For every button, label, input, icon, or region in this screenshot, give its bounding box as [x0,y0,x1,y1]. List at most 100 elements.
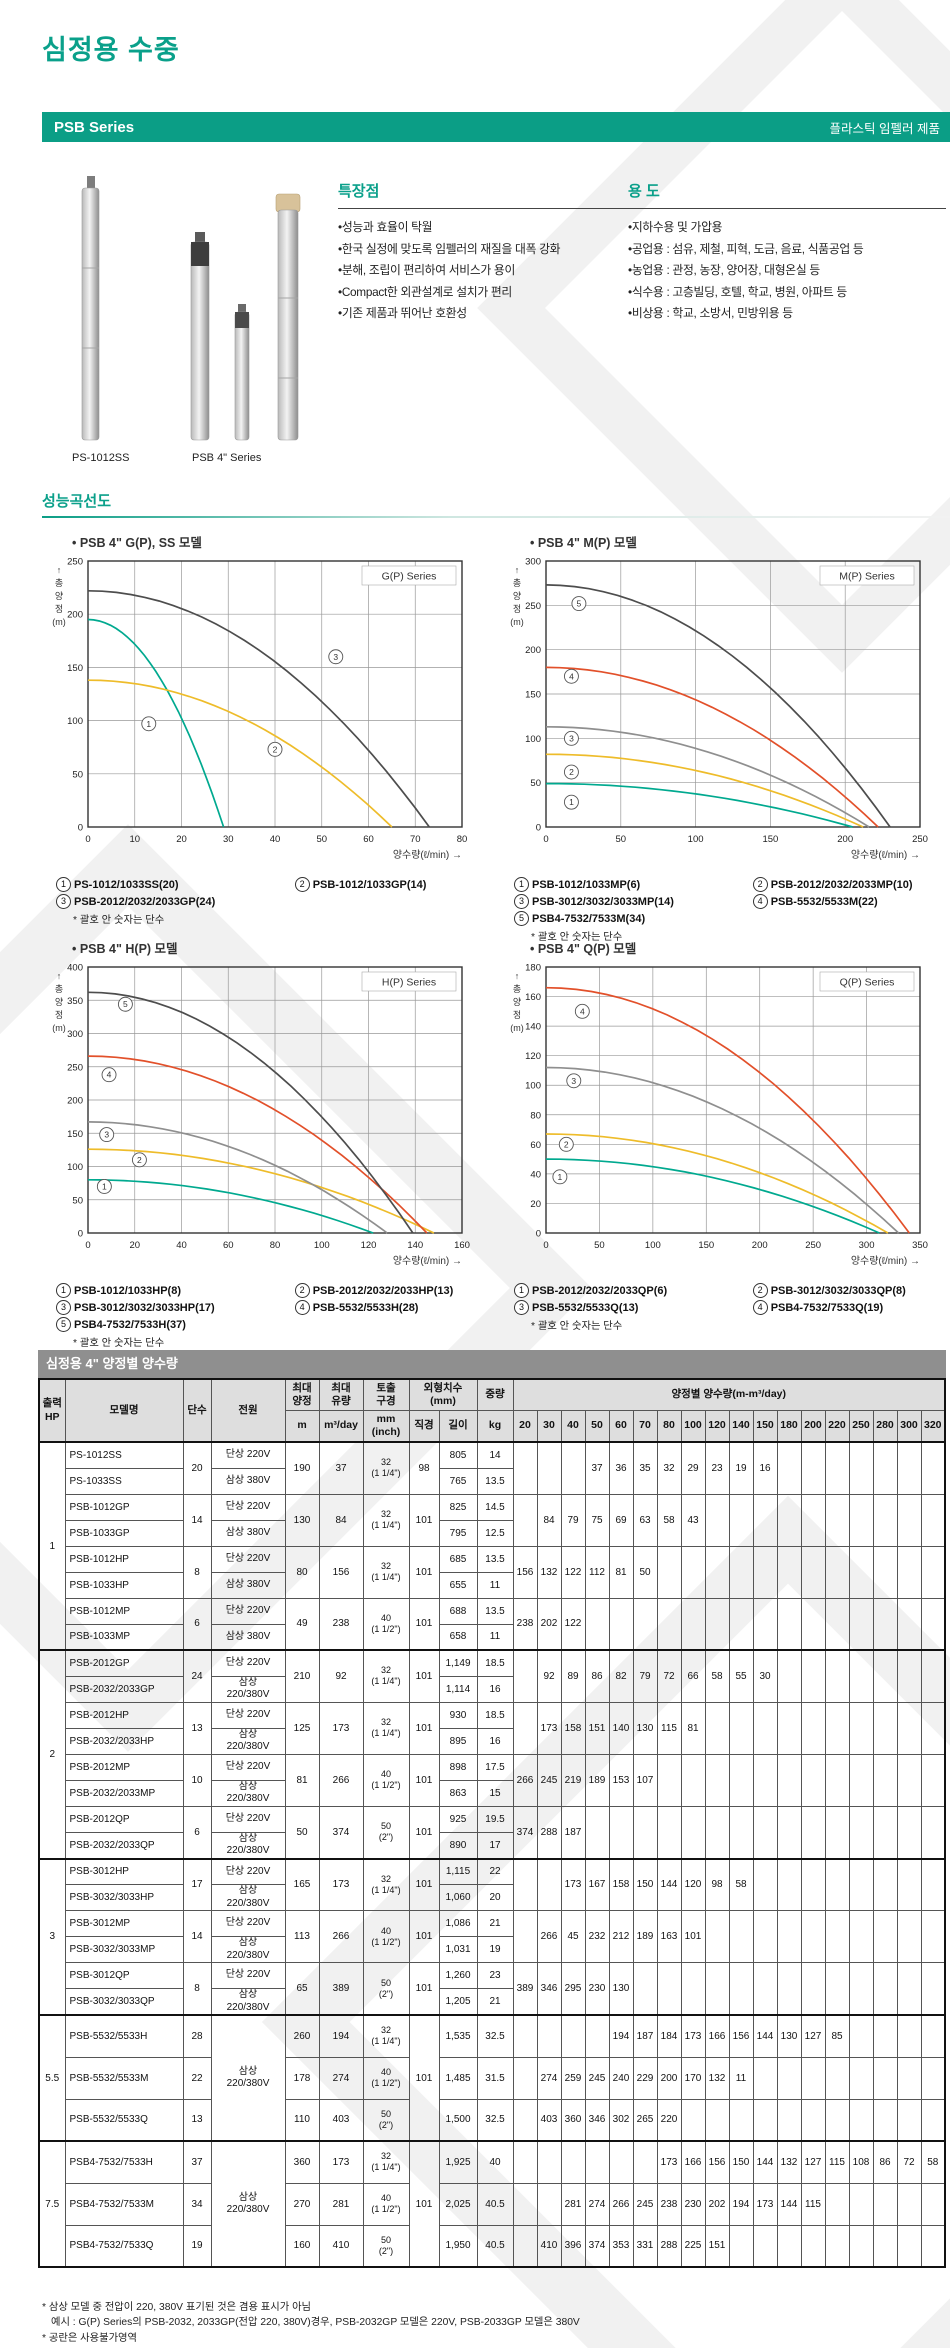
svg-text:↑: ↑ [57,565,62,575]
weight-cell: 12.5 [476,1519,514,1547]
flow-at-head-cell [584,2140,610,2184]
flow-at-head-cell [512,1649,538,1703]
length-cell: 765 [438,1467,478,1495]
performance-curves-header: 성능곡선도 [42,490,950,518]
model-cell: PSB4-7532/7533H [64,2140,184,2184]
flow-at-head-cell: 156 [728,2014,754,2058]
max-flow-cell: 37 [318,1441,364,1495]
curve-3 [545,725,870,828]
column-header: kg [476,1410,514,1443]
svg-text:50: 50 [72,1195,83,1206]
table-row: PSB-3012QP 8 단상 220V 65 389 50 (2") 101 1,260 23… [39,1962,946,2016]
svg-text:총: 총 [55,578,63,588]
flow-at-head-cell: 115 [824,2140,850,2184]
table-row: PSB-2012MP 10 단상 220V 81 266 40 (1 1/2") 101 89… [39,1753,946,1807]
flow-at-head-cell [800,1805,826,1859]
flow-at-head-cell: 232 [584,1910,610,1963]
flow-at-head-cell: 144 [656,1857,682,1911]
weight-cell: 31.5 [476,2056,514,2100]
series-box-label: Q(P) Series [840,977,895,989]
flow-at-head-cell [800,1597,826,1651]
legend-item: 1 PSB-1012/1033HP(8) [56,1283,295,1298]
chart-hp-legend: 1 PSB-1012/1033HP(8) 2 PSB-2012/2032/2033HP… [56,1283,490,1349]
length-cell: 863 [438,1779,478,1807]
stages-cell: 14 [182,1493,212,1547]
flow-at-head-cell: 132 [704,2056,730,2100]
flow-at-head-cell: 50 [632,1545,658,1599]
svg-text:정: 정 [513,1010,521,1020]
model-cell: PSB-3012HP [64,1857,184,1885]
flow-at-head-cell [896,1649,922,1703]
column-header: 60 [608,1410,634,1443]
svg-text:양: 양 [513,997,521,1007]
chart-mp: • PSB 4" M(P) 모델 0 50 100 150 200 250 0 50 100 150… [500,532,948,943]
svg-text:(m): (m) [52,1023,66,1033]
power-cell: 단상 220V [210,1701,286,1729]
svg-text:200: 200 [67,1096,83,1107]
section-rule [42,516,950,518]
list-item: •비상용 : 학교, 소방서, 민방위용 등 [628,306,793,320]
flow-at-head-cell: 302 [608,2098,634,2142]
column-header: 120 [704,1410,730,1443]
model-cell: PSB-2032/2033MP [64,1779,184,1807]
flow-at-head-cell [824,1597,850,1651]
flow-at-head-cell [848,2056,874,2100]
length-cell: 1,060 [438,1884,478,1911]
flow-at-head-cell [704,1545,730,1599]
svg-text:350: 350 [67,996,83,1007]
flow-at-head-cell [896,2014,922,2058]
max-flow-cell: 274 [318,2056,364,2100]
flow-at-head-cell [632,1597,658,1651]
flow-at-head-cell [896,1962,922,2016]
svg-text:1: 1 [558,1172,563,1182]
flow-at-head-cell [728,1493,754,1547]
svg-text:↑: ↑ [515,565,520,575]
flow-at-head-cell [584,1805,610,1859]
outlet-cell: 32 (1 1/4") [362,1701,410,1755]
flow-at-head-cell [800,2056,826,2100]
flow-at-head-cell [776,2224,802,2268]
legend-note: * 괄호 안 숫자는 단수 [531,932,623,943]
dia-cell: 101 [408,1857,440,1911]
svg-text:150: 150 [698,1240,714,1251]
outlet-cell: 32 (1 1/4") [362,2014,410,2058]
flow-at-head-cell: 58 [728,1857,754,1911]
length-cell: 930 [438,1701,478,1729]
max-flow-cell: 281 [318,2182,364,2226]
svg-text:150: 150 [67,1129,83,1140]
column-header: 단수 [182,1378,212,1443]
series-box [361,971,457,992]
flow-at-head-cell: 127 [800,2014,826,2058]
max-head-cell: 360 [284,2140,320,2184]
svg-text:0: 0 [85,834,90,845]
curve-5 [545,584,891,828]
svg-text:300: 300 [67,1029,83,1040]
model-cell: PSB-3012MP [64,1910,184,1937]
outlet-cell: 32 (1 1/4") [362,1857,410,1911]
flow-at-head-cell: 45 [560,1910,586,1963]
legend-note: * 괄호 안 숫자는 단수 [73,915,165,926]
flow-at-head-cell [560,2140,586,2184]
list-item: •기존 제품과 뛰어난 호환성 [338,306,467,320]
footnote-line: * 삼상 모델 중 전압이 220, 380V 표기된 것은 겸용 표시가 아님 [42,2302,312,2313]
legend-item: 5 PSB4-7532/7533M(34) [514,911,753,926]
column-header: 최대 양정 [284,1378,320,1411]
flow-at-head-cell [512,1701,538,1755]
dia-cell: 101 [408,1597,440,1651]
flow-at-head-cell [680,1805,706,1859]
svg-text:4: 4 [107,1070,112,1080]
flow-at-head-cell: 156 [704,2140,730,2184]
dia-cell: 101 [408,2014,440,2142]
features-list: •성능과 효율이 탁월 •한국 실정에 맞도록 임펠러의 재질을 대폭 강화 •분해… [338,218,630,321]
flow-at-head-cell: 23 [704,1441,730,1495]
flow-at-head-cell [800,1962,826,2016]
flow-at-head-cell: 92 [536,1649,562,1703]
flow-at-head-cell [608,1597,634,1651]
length-cell: 2,025 [438,2182,478,2226]
outlet-cell: 50 (2") [362,2224,410,2268]
x-axis-label: 양수량(ℓ/min) → [393,849,462,861]
flow-at-head-cell [920,1597,946,1651]
length-cell: 685 [438,1545,478,1573]
flow-at-head-cell [752,1597,778,1651]
flow-at-head-cell [872,2056,898,2100]
